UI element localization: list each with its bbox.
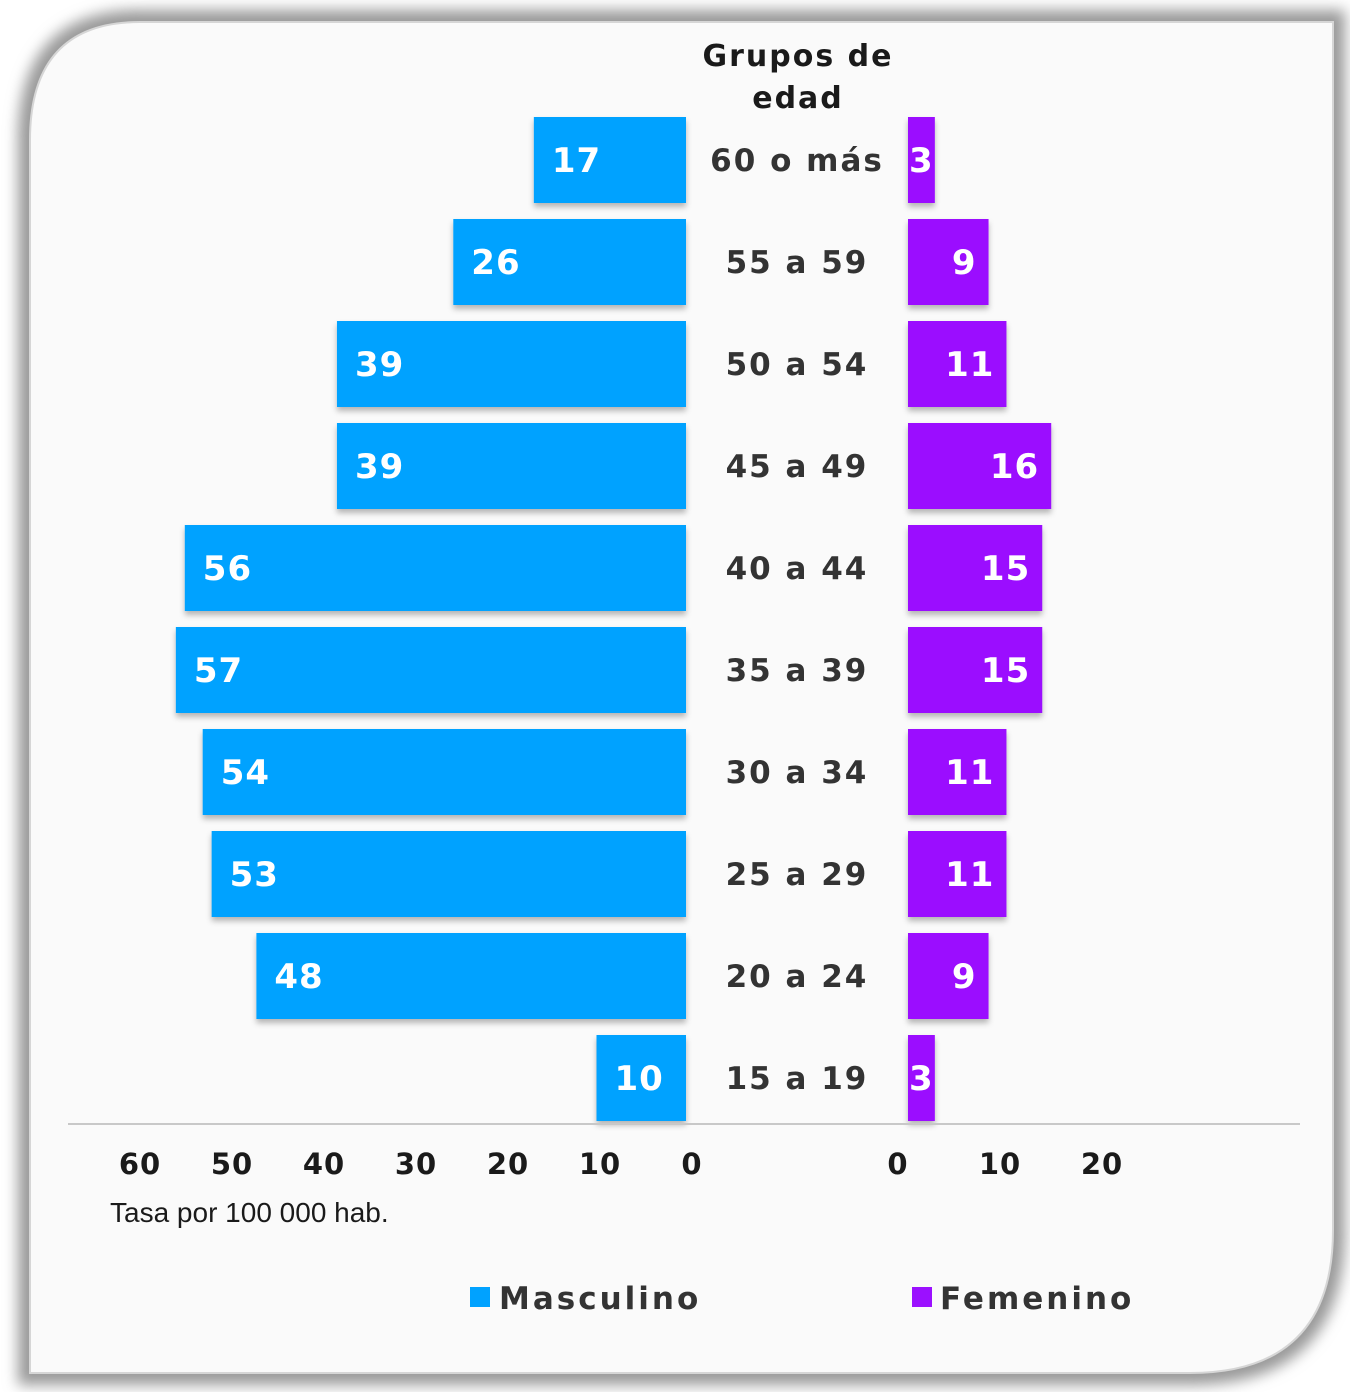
data-label-masculino-55-a-59: 26 xyxy=(471,243,520,283)
bar-femenino-25-a-29 xyxy=(908,831,1007,917)
category-label-15-a-19: 15 a 19 xyxy=(726,1061,869,1097)
bar-femenino-55-a-59 xyxy=(908,219,989,305)
data-label-femenino-15-a-19: 3 xyxy=(909,1059,934,1099)
category-labels: 60 o más 55 a 59 50 a 54 45 a 49 40 a 44 35 a… xyxy=(710,143,884,1097)
category-label-20-a-24: 20 a 24 xyxy=(726,959,869,995)
tick-left-60: 60 xyxy=(119,1147,161,1181)
bar-femenino-50-a-54 xyxy=(908,321,1007,407)
bar-femenino-15-a-19 xyxy=(908,1035,935,1121)
data-label-masculino-35-a-39: 57 xyxy=(194,651,243,691)
data-label-femenino-20-a-24: 9 xyxy=(952,957,977,997)
chart-title-line-2: edad xyxy=(752,81,844,116)
legend-label-masculino: Masculino xyxy=(499,1281,701,1317)
data-label-femenino-35-a-39: 15 xyxy=(981,651,1030,691)
data-label-masculino-60-o-mas: 17 xyxy=(552,141,601,181)
tick-right-20: 20 xyxy=(1081,1147,1123,1181)
data-label-masculino-15-a-19: 10 xyxy=(615,1059,664,1099)
bar-masculino-15-a-19 xyxy=(596,1035,686,1121)
chart-title-line-1: Grupos de xyxy=(703,39,894,74)
data-label-masculino-45-a-49: 39 xyxy=(355,447,404,487)
category-label-60-o-mas: 60 o más xyxy=(710,143,884,179)
data-label-masculino-40-a-44: 56 xyxy=(203,549,252,589)
bar-femenino-40-a-44 xyxy=(908,525,1043,611)
data-label-femenino-55-a-59: 9 xyxy=(952,243,977,283)
tick-labels: 60 50 40 30 20 10 0 0 10 20 xyxy=(119,1147,1123,1181)
category-label-35-a-39: 35 a 39 xyxy=(726,653,869,689)
legend: Masculino Femenino xyxy=(470,1281,1134,1317)
tick-right-10: 10 xyxy=(979,1147,1021,1181)
category-label-50-a-54: 50 a 54 xyxy=(726,347,869,383)
data-label-femenino-30-a-34: 11 xyxy=(945,753,994,793)
bar-femenino-30-a-34 xyxy=(908,729,1007,815)
category-label-40-a-44: 40 a 44 xyxy=(726,551,869,587)
bar-masculino-35-a-39 xyxy=(175,627,686,713)
bar-masculino-30-a-34 xyxy=(202,729,686,815)
bar-masculino-45-a-49 xyxy=(336,423,686,509)
legend-label-femenino: Femenino xyxy=(940,1281,1134,1317)
data-label-femenino-25-a-29: 11 xyxy=(945,855,994,895)
tick-left-20: 20 xyxy=(487,1147,529,1181)
bar-masculino-25-a-29 xyxy=(211,831,686,917)
tick-left-10: 10 xyxy=(579,1147,621,1181)
bar-femenino-45-a-49 xyxy=(908,423,1052,509)
legend-swatch-femenino xyxy=(912,1287,932,1307)
data-label-femenino-60-o-mas: 3 xyxy=(909,141,934,181)
data-label-masculino-25-a-29: 53 xyxy=(230,855,279,895)
bar-masculino-60-o-mas xyxy=(533,117,686,203)
category-label-25-a-29: 25 a 29 xyxy=(726,857,869,893)
x-axis-label: Tasa por 100 000 hab. xyxy=(110,1197,389,1228)
tick-left-0: 0 xyxy=(681,1147,702,1181)
bar-femenino-60-o-mas xyxy=(908,117,935,203)
tick-left-40: 40 xyxy=(303,1147,345,1181)
data-label-femenino-50-a-54: 11 xyxy=(945,345,994,385)
category-label-30-a-34: 30 a 34 xyxy=(726,755,869,791)
data-label-masculino-20-a-24: 48 xyxy=(274,957,323,997)
data-label-masculino-30-a-34: 54 xyxy=(221,753,270,793)
data-label-femenino-40-a-44: 15 xyxy=(981,549,1030,589)
data-label-femenino-45-a-49: 16 xyxy=(990,447,1039,487)
bar-masculino-55-a-59 xyxy=(453,219,686,305)
tick-left-50: 50 xyxy=(211,1147,253,1181)
category-label-45-a-49: 45 a 49 xyxy=(726,449,869,485)
tick-left-30: 30 xyxy=(395,1147,437,1181)
legend-swatch-masculino xyxy=(470,1287,490,1307)
bar-masculino-20-a-24 xyxy=(256,933,686,1019)
tick-right-0: 0 xyxy=(887,1147,908,1181)
bar-masculino-50-a-54 xyxy=(336,321,686,407)
data-label-masculino-50-a-54: 39 xyxy=(355,345,404,385)
category-label-55-a-59: 55 a 59 xyxy=(726,245,869,281)
bar-femenino-35-a-39 xyxy=(908,627,1043,713)
bar-masculino-40-a-44 xyxy=(184,525,687,611)
bar-femenino-20-a-24 xyxy=(908,933,989,1019)
bars-group: 17 3 26 9 39 11 39 16 56 15 57 15 54 11 53 11 48 9 10 3 xyxy=(175,117,1052,1121)
